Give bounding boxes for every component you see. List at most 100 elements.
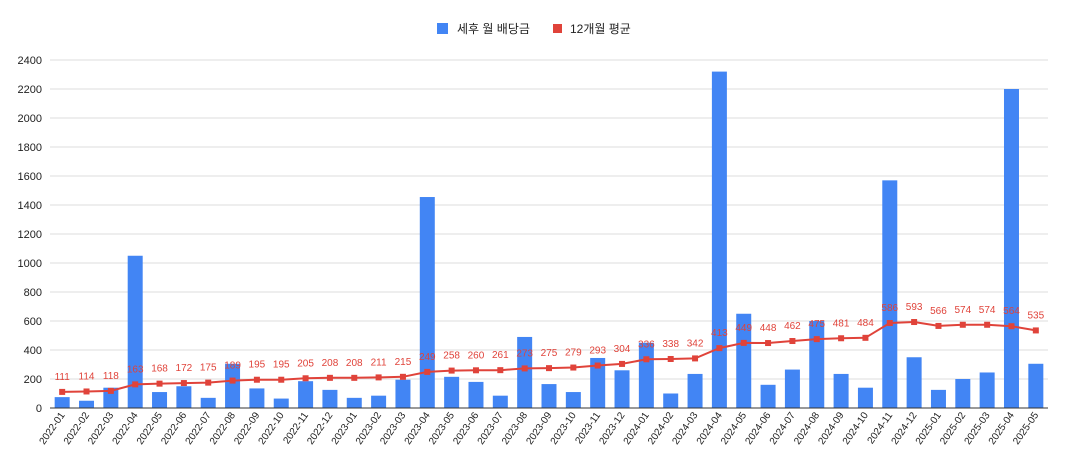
- data-label: 205: [297, 358, 314, 369]
- line-point: [765, 340, 772, 347]
- legend: 세후 월 배당금 12개월 평균: [437, 22, 631, 36]
- data-label: 195: [249, 360, 266, 371]
- data-label: 168: [151, 364, 168, 375]
- line-point: [935, 322, 942, 329]
- bar: [809, 321, 825, 408]
- bar: [517, 336, 533, 408]
- line-point: [326, 374, 333, 381]
- data-label: 208: [346, 358, 363, 369]
- data-label: 336: [638, 339, 655, 350]
- line-point: [619, 360, 626, 367]
- bar: [322, 389, 338, 408]
- bar: [1003, 89, 1019, 408]
- line-point: [132, 381, 139, 388]
- line-point: [667, 355, 674, 362]
- line-point: [375, 374, 382, 381]
- y-tick-label: 800: [24, 287, 42, 299]
- x-axis-ticks: 2022-012022-022022-032022-042022-052022-…: [38, 410, 1042, 447]
- y-tick-label: 1400: [18, 200, 42, 212]
- data-label: 342: [687, 338, 704, 349]
- data-label: 535: [1027, 310, 1044, 321]
- bar: [419, 197, 435, 408]
- data-label: 258: [443, 351, 460, 362]
- data-label: 448: [760, 323, 777, 334]
- bar: [298, 381, 314, 408]
- data-label: 249: [419, 352, 436, 363]
- bar: [979, 372, 995, 408]
- data-label: 484: [857, 318, 874, 329]
- data-label: 118: [103, 371, 119, 382]
- bar: [200, 397, 216, 408]
- line-point: [716, 345, 723, 352]
- data-label: 175: [200, 363, 217, 374]
- data-label: 449: [735, 323, 752, 334]
- bar: [736, 313, 752, 408]
- bar: [590, 357, 606, 408]
- data-label: 293: [589, 346, 606, 357]
- legend-label-bars: 세후 월 배당금: [457, 22, 530, 36]
- bar: [492, 395, 508, 408]
- line-point: [351, 374, 358, 381]
- bar: [711, 71, 727, 408]
- y-tick-label: 2000: [18, 113, 42, 125]
- bar: [346, 397, 362, 408]
- line-point: [302, 375, 309, 382]
- line-point: [156, 380, 163, 387]
- data-label: 215: [395, 357, 412, 368]
- data-label: 260: [468, 350, 485, 361]
- line-point: [862, 334, 869, 341]
- bar: [225, 363, 241, 408]
- y-axis-ticks: 0 200 400 600 800 1000 1200 1400 1600 1800 2000 220…: [18, 55, 42, 415]
- line-point: [1032, 327, 1039, 334]
- bar: [395, 379, 411, 408]
- bar: [249, 388, 265, 408]
- line-point: [959, 321, 966, 328]
- line-point: [59, 388, 66, 395]
- x-tick-label: 2025-05: [1011, 410, 1041, 447]
- bar: [444, 376, 460, 408]
- bar: [930, 389, 946, 408]
- line-point: [643, 356, 650, 363]
- line-point: [521, 365, 528, 372]
- bar: [79, 400, 95, 408]
- y-tick-label: 200: [24, 374, 42, 386]
- data-label: 481: [833, 318, 850, 329]
- data-label: 172: [176, 363, 193, 374]
- bar: [541, 384, 557, 408]
- line-point: [253, 376, 260, 383]
- bar: [857, 387, 873, 408]
- bar: [152, 392, 168, 408]
- data-label: 564: [1003, 306, 1020, 317]
- line-point: [838, 335, 845, 342]
- y-tick-label: 400: [24, 345, 42, 357]
- bar: [833, 373, 849, 408]
- data-label: 111: [55, 372, 71, 383]
- data-label: 566: [930, 306, 947, 317]
- data-label: 279: [565, 348, 582, 359]
- line-point: [278, 376, 285, 383]
- data-label: 574: [954, 305, 971, 316]
- data-label: 462: [784, 321, 801, 332]
- line-point: [570, 364, 577, 371]
- line-point: [205, 379, 212, 386]
- legend-swatch-line: [553, 24, 562, 33]
- line-point: [472, 367, 479, 374]
- bar: [54, 397, 70, 408]
- data-label: 261: [492, 350, 509, 361]
- line-point: [497, 367, 504, 374]
- average-data-labels: 111 114 118 163 168 172 175 189 195 195 205 208 208 2…: [55, 302, 1045, 383]
- bar-series: [54, 71, 1044, 408]
- line-point: [886, 320, 893, 327]
- data-label: 211: [371, 357, 387, 368]
- legend-label-line: 12개월 평균: [570, 22, 631, 36]
- bar: [687, 373, 703, 408]
- data-label: 189: [224, 361, 241, 372]
- data-label: 413: [711, 328, 728, 339]
- bar: [176, 386, 192, 408]
- line-point: [107, 387, 114, 394]
- bar: [638, 342, 654, 408]
- line-point: [546, 365, 552, 372]
- bar: [468, 381, 484, 408]
- bar: [103, 387, 119, 408]
- bar: [273, 398, 289, 408]
